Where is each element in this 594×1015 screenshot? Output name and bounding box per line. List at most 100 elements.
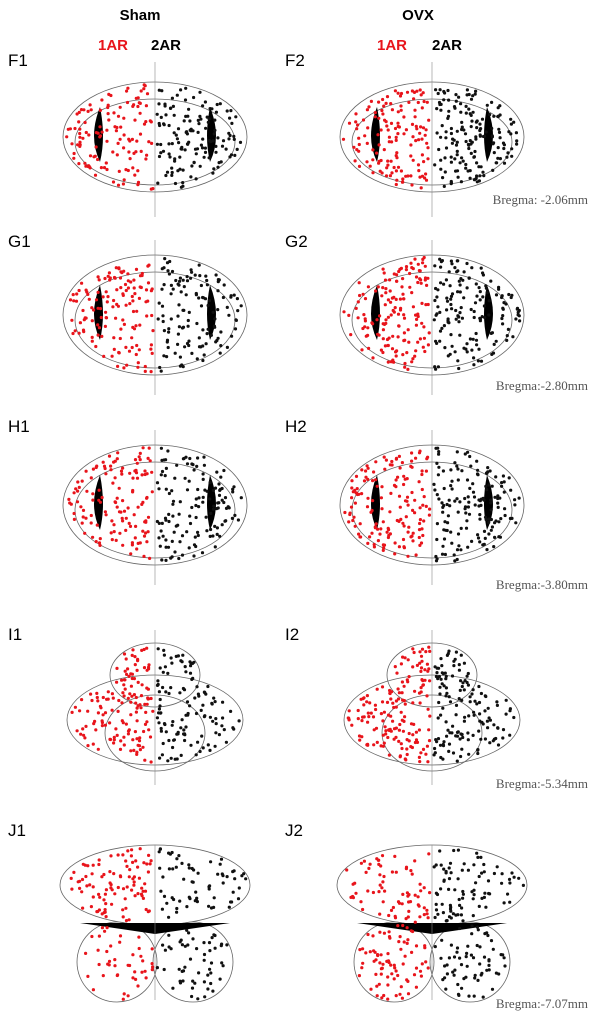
cell-dot	[181, 326, 184, 329]
cell-dot	[455, 951, 458, 954]
cell-dot	[474, 93, 477, 96]
cell-dot	[443, 537, 446, 540]
cell-dot	[209, 982, 212, 985]
cell-dot	[395, 871, 398, 874]
cell-dot	[361, 327, 364, 330]
cell-dot	[487, 879, 490, 882]
cell-dot	[358, 974, 361, 977]
cell-dot	[458, 697, 461, 700]
cell-dot	[149, 119, 152, 122]
cell-dot	[421, 261, 424, 264]
cell-dot	[447, 321, 450, 324]
cell-dot	[189, 522, 192, 525]
cell-dot	[140, 150, 143, 153]
cell-dot	[458, 957, 461, 960]
cell-dot	[458, 904, 461, 907]
cell-dot	[381, 700, 384, 703]
cell-dot	[127, 286, 130, 289]
cell-dot	[142, 555, 145, 558]
cell-dot	[105, 290, 108, 293]
cell-dot	[456, 731, 459, 734]
cell-dot	[488, 741, 491, 744]
cell-dot	[454, 734, 457, 737]
cell-dot	[402, 132, 405, 135]
cell-dot	[389, 102, 392, 105]
cell-dot	[441, 545, 444, 548]
cell-dot	[188, 119, 191, 122]
cell-dot	[190, 164, 193, 167]
cell-dot	[165, 467, 168, 470]
cell-dot	[236, 309, 239, 312]
cell-dot	[221, 716, 224, 719]
cell-dot	[366, 108, 369, 111]
cell-dot	[453, 266, 456, 269]
cell-dot	[421, 469, 424, 472]
cell-dot	[394, 916, 397, 919]
cell-dot	[445, 686, 448, 689]
cell-dot	[439, 136, 442, 139]
cell-dot	[414, 115, 417, 118]
cell-dot	[505, 339, 508, 342]
cell-dot	[233, 138, 236, 141]
cell-dot	[95, 692, 98, 695]
cell-dot	[490, 939, 493, 942]
cell-dot	[233, 154, 236, 157]
cell-dot	[184, 87, 187, 90]
cell-dot	[420, 527, 423, 530]
cell-dot	[394, 127, 397, 130]
cell-dot	[437, 497, 440, 500]
cell-dot	[502, 728, 505, 731]
cell-dot	[182, 878, 185, 881]
cell-dot	[409, 745, 412, 748]
cell-dot	[506, 893, 509, 896]
cell-dot	[402, 730, 405, 733]
cell-dot	[472, 711, 475, 714]
cell-dot	[210, 961, 213, 964]
cell-dot	[135, 140, 138, 143]
cell-dot	[473, 893, 476, 896]
cell-dot	[162, 320, 165, 323]
cell-dot	[385, 124, 388, 127]
cell-dot	[476, 180, 479, 183]
cell-dot	[141, 746, 144, 749]
cell-dot	[472, 956, 475, 959]
cell-dot	[447, 99, 450, 102]
cell-dot	[395, 994, 398, 997]
cell-dot	[351, 519, 354, 522]
cell-dot	[76, 480, 79, 483]
cell-dot	[470, 349, 473, 352]
cell-dot	[189, 175, 192, 178]
cell-dot	[507, 328, 510, 331]
cell-dot	[198, 336, 201, 339]
cell-dot	[128, 918, 131, 921]
cell-dot	[384, 318, 387, 321]
cell-dot	[144, 370, 147, 373]
cell-dot	[402, 297, 405, 300]
cell-dot	[357, 717, 360, 720]
cell-dot	[476, 469, 479, 472]
cell-dot	[409, 154, 412, 157]
cell-dot	[119, 106, 122, 109]
cell-dot	[391, 108, 394, 111]
cell-dot	[436, 305, 439, 308]
cell-dot	[405, 351, 408, 354]
cell-dot	[134, 458, 137, 461]
cell-dot	[166, 449, 169, 452]
cell-dot	[134, 730, 137, 733]
cell-dot	[451, 674, 454, 677]
cell-dot	[134, 894, 137, 897]
cell-dot	[366, 933, 369, 936]
cell-dot	[83, 318, 86, 321]
cell-dot	[160, 558, 163, 561]
cell-dot	[85, 289, 88, 292]
cell-dot	[391, 870, 394, 873]
cell-dot	[401, 902, 404, 905]
cell-dot	[462, 296, 465, 299]
cell-dot	[360, 468, 363, 471]
cell-dot	[83, 532, 86, 535]
cell-dot	[188, 660, 191, 663]
cell-dot	[452, 849, 455, 852]
cell-dot	[114, 460, 117, 463]
cell-dot	[441, 707, 444, 710]
cell-dot	[212, 505, 215, 508]
